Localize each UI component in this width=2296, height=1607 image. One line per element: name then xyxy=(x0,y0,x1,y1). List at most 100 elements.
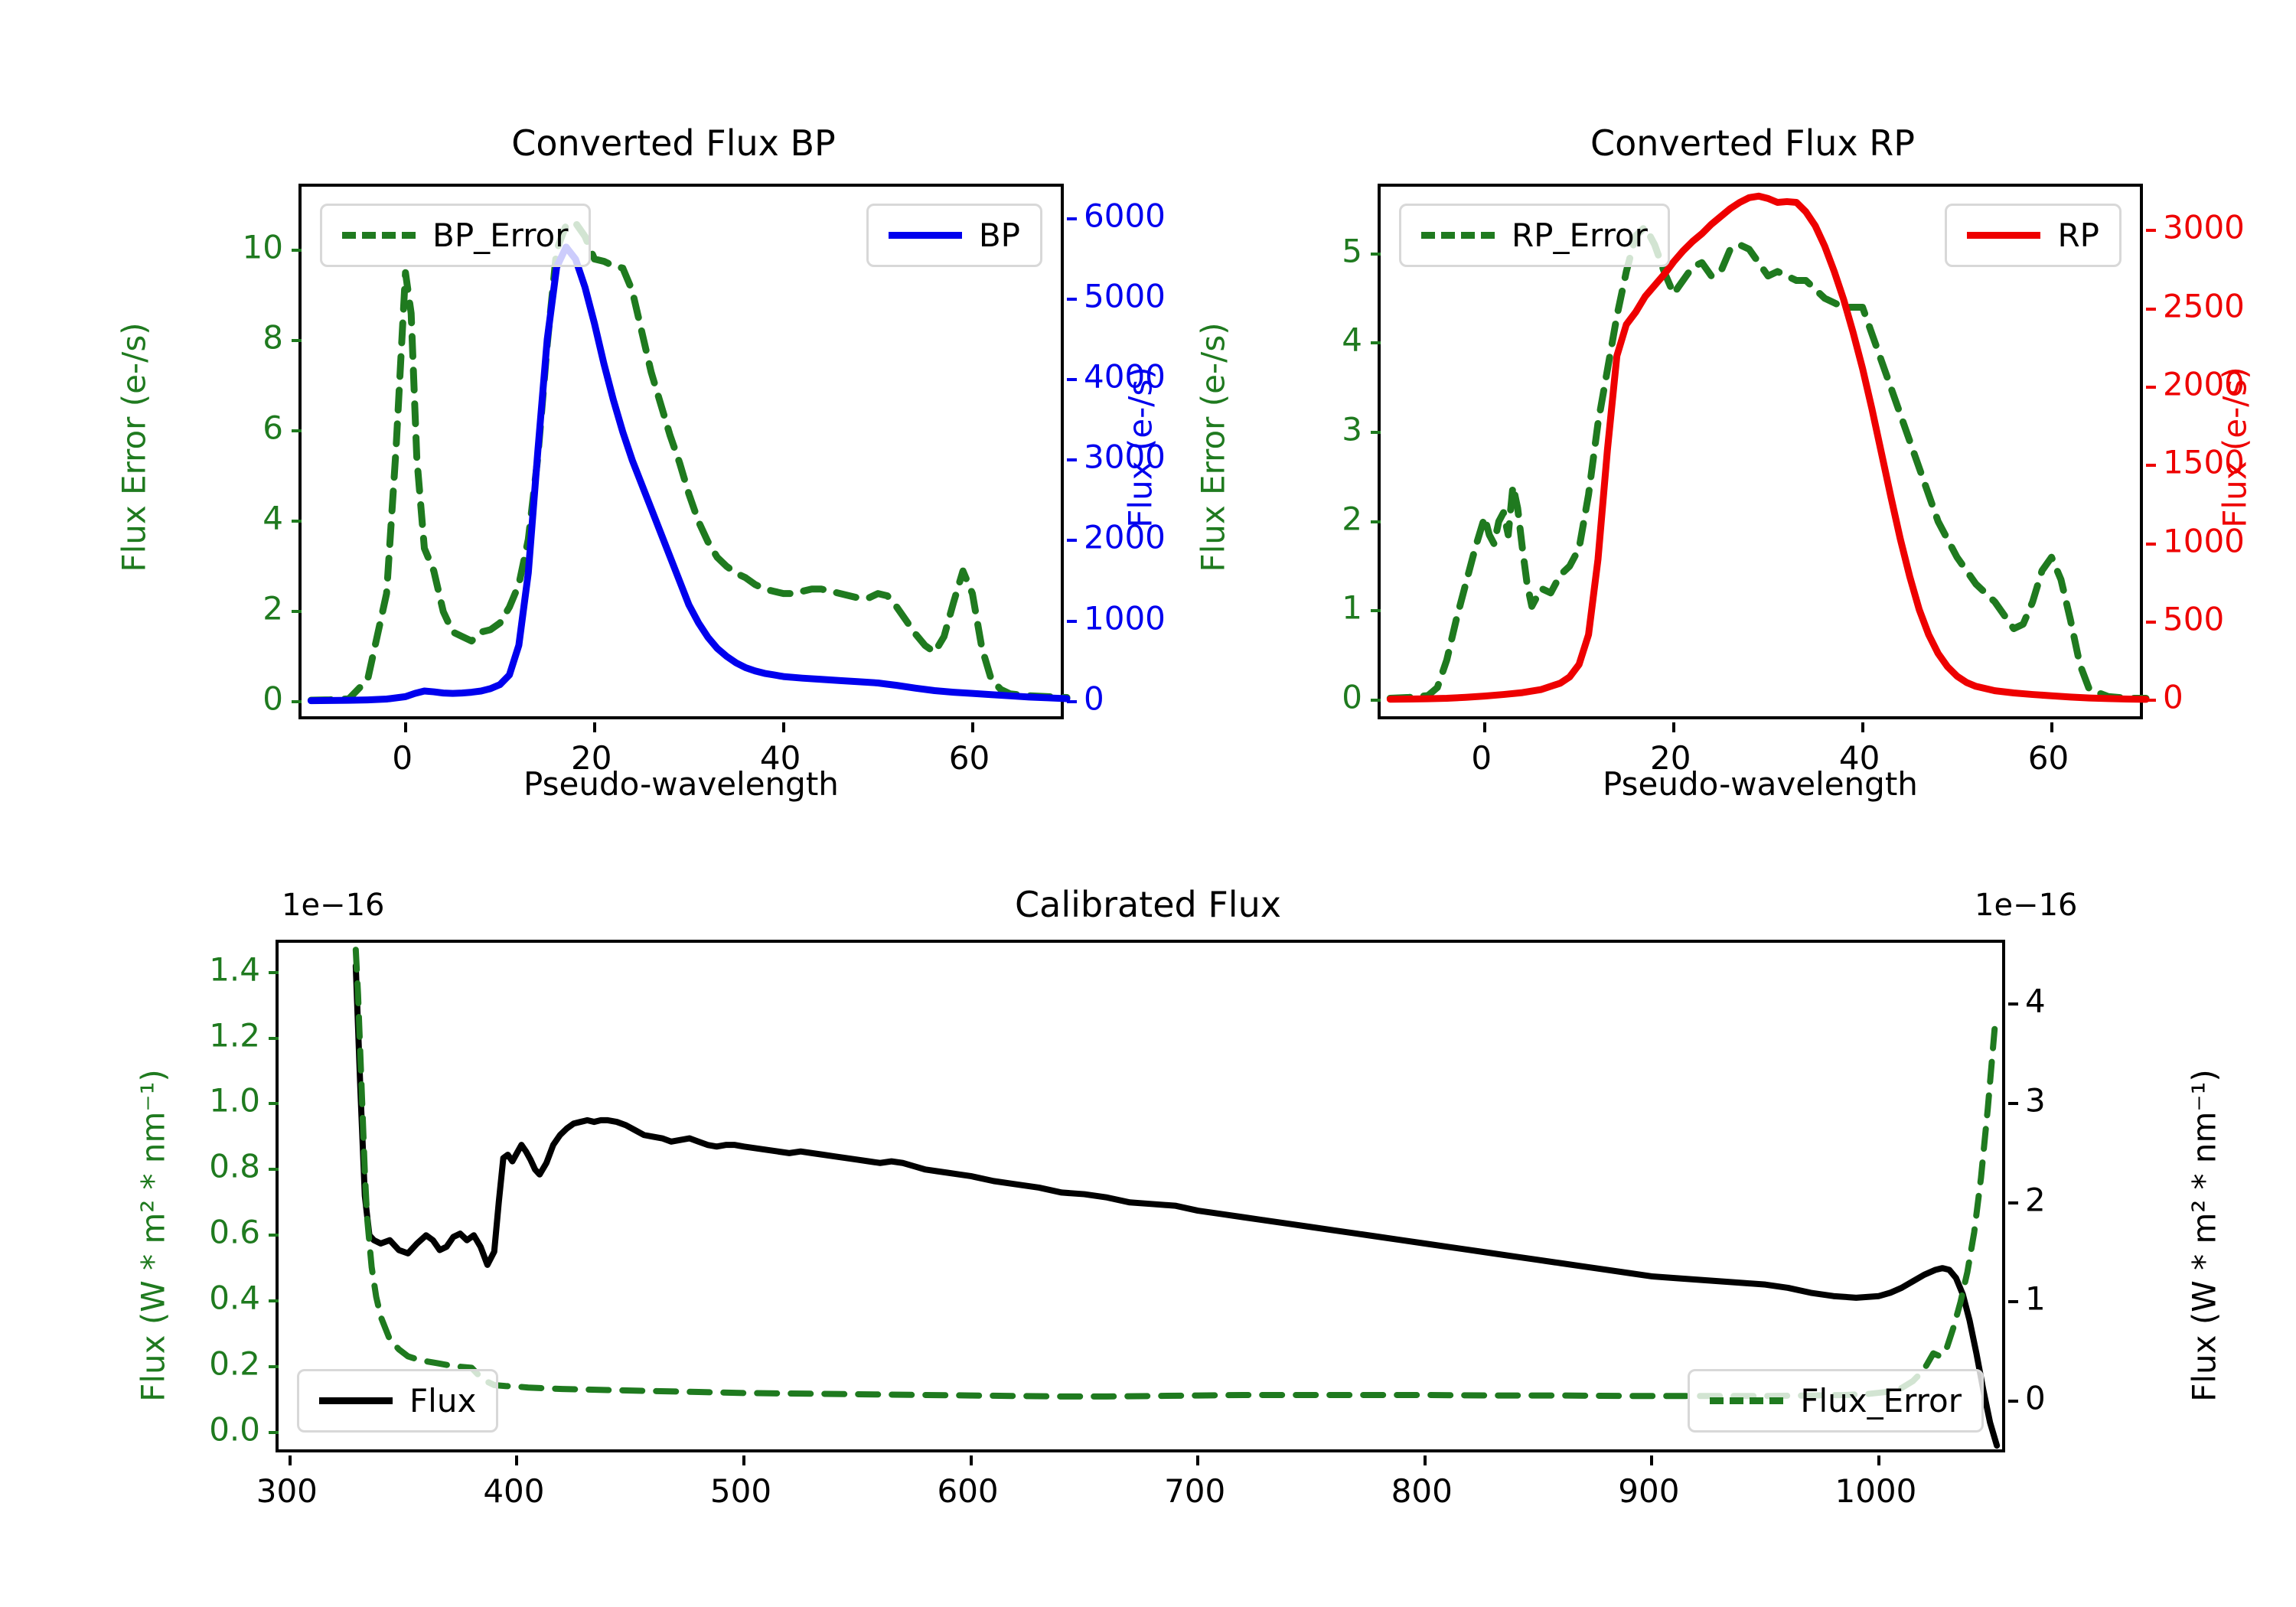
tick-label-y-left: 3 xyxy=(1342,410,1362,448)
tick-mark-y-left xyxy=(1371,609,1381,613)
tick-label-y-left: 0.8 xyxy=(209,1147,260,1185)
legend-rp-error[interactable]: RP_Error xyxy=(1399,204,1670,267)
tick-mark-y-right xyxy=(1067,699,1077,703)
tick-mark-x xyxy=(288,1455,292,1465)
legend-swatch-rp-error xyxy=(1421,232,1495,239)
tick-mark-y-left xyxy=(292,520,302,523)
tick-label-y-left: 4 xyxy=(1342,321,1362,359)
tick-mark-x xyxy=(403,722,407,732)
tick-label-y-left: 0.4 xyxy=(209,1279,260,1317)
tick-label-y-right: 3 xyxy=(2025,1081,2046,1120)
tick-label-y-right: 2500 xyxy=(2163,287,2245,325)
tick-mark-y-right xyxy=(1067,298,1077,302)
tick-mark-y-left xyxy=(269,1430,279,1434)
tick-label-y-left: 2 xyxy=(1342,500,1362,537)
curve-flux_error xyxy=(352,947,1998,1400)
legend-swatch-flux-error xyxy=(1710,1397,1784,1404)
tick-mark-x xyxy=(1482,722,1486,732)
tick-label-y-left: 6 xyxy=(263,409,283,447)
tick-label-y-right: 0 xyxy=(1084,680,1104,718)
panel-converted-flux-bp: Converted Flux BP Flux Error (e-/s) Flux… xyxy=(0,0,1166,811)
x-axis-label-bp: Pseudo-wavelength xyxy=(523,765,839,803)
legend-swatch-bp-error xyxy=(342,232,416,239)
tick-label-y-left: 1.0 xyxy=(209,1081,260,1120)
tick-label-y-right: 1500 xyxy=(2163,443,2245,481)
tick-mark-y-right xyxy=(2146,385,2156,389)
panel-title-bp: Converted Flux BP xyxy=(511,122,836,164)
tick-label-x: 0 xyxy=(1471,739,1492,777)
curve-rp_error xyxy=(1386,223,2150,702)
tick-label-y-right: 5000 xyxy=(1084,277,1166,315)
tick-mark-y-left xyxy=(269,1365,279,1369)
panel-title-calibrated: Calibrated Flux xyxy=(1015,884,1281,925)
tick-mark-y-right xyxy=(2146,464,2156,468)
tick-label-y-left: 1 xyxy=(1342,588,1362,627)
tick-mark-y-left xyxy=(1371,520,1381,523)
legend-flux-error[interactable]: Flux_Error xyxy=(1688,1369,1984,1433)
tick-mark-y-right xyxy=(2146,307,2156,311)
tick-label-y-right: 4000 xyxy=(1084,357,1166,396)
legend-flux[interactable]: Flux xyxy=(297,1369,499,1433)
tick-mark-x xyxy=(1650,1455,1654,1465)
tick-mark-x xyxy=(515,1455,519,1465)
tick-mark-y-right xyxy=(1067,217,1077,221)
tick-mark-x xyxy=(1423,1455,1427,1465)
tick-label-y-right: 1000 xyxy=(1084,599,1166,637)
tick-label-x: 800 xyxy=(1391,1472,1453,1510)
tick-label-x: 600 xyxy=(937,1472,999,1510)
legend-bp-error[interactable]: BP_Error xyxy=(320,204,591,267)
tick-mark-y-right xyxy=(2008,1399,2018,1403)
tick-label-x: 1000 xyxy=(1835,1472,1917,1510)
tick-mark-x xyxy=(742,1455,745,1465)
offset-exponent-right: 1e−16 xyxy=(1975,888,2078,923)
tick-mark-y-left xyxy=(292,248,302,252)
tick-mark-x xyxy=(1196,1455,1200,1465)
tick-mark-y-right xyxy=(1067,458,1077,462)
tick-label-y-left: 1.2 xyxy=(209,1016,260,1054)
plot-area-rp: RP_Error RP xyxy=(1371,184,2156,732)
tick-label-y-right: 500 xyxy=(2163,600,2225,638)
tick-mark-x xyxy=(1877,1455,1880,1465)
tick-label-y-left: 0 xyxy=(263,680,283,718)
legend-label-bp-error: BP_Error xyxy=(432,217,569,254)
tick-label-y-left: 0.6 xyxy=(209,1213,260,1251)
tick-label-y-right: 1000 xyxy=(2163,522,2245,560)
tick-label-y-left: 10 xyxy=(242,228,283,266)
legend-label-rp: RP xyxy=(2057,217,2099,254)
curve-flux xyxy=(352,963,2001,1449)
curves-rp xyxy=(1386,192,2150,703)
tick-label-y-left: 1.4 xyxy=(209,950,260,989)
tick-mark-x xyxy=(592,722,596,732)
legend-label-flux: Flux xyxy=(409,1382,477,1420)
tick-label-x: 900 xyxy=(1618,1472,1680,1510)
tick-label-y-right: 2000 xyxy=(1084,518,1166,556)
tick-label-y-left: 8 xyxy=(263,318,283,357)
tick-mark-y-left xyxy=(292,700,302,704)
tick-mark-x xyxy=(970,722,974,732)
tick-mark-y-right xyxy=(2146,699,2156,702)
tick-mark-y-right xyxy=(2008,1101,2018,1105)
tick-label-y-right: 3000 xyxy=(2163,208,2245,246)
tick-label-y-left: 4 xyxy=(263,499,283,537)
tick-label-x: 20 xyxy=(1649,739,1691,777)
legend-label-flux-error: Flux_Error xyxy=(1800,1382,1962,1420)
tick-mark-y-right xyxy=(1067,378,1077,382)
tick-label-x: 700 xyxy=(1164,1472,1226,1510)
tick-label-y-left: 0 xyxy=(1342,678,1362,716)
legend-rp[interactable]: RP xyxy=(1945,204,2122,267)
tick-mark-y-right xyxy=(2146,621,2156,624)
tick-label-x: 300 xyxy=(256,1472,318,1510)
tick-mark-x xyxy=(1861,722,1864,732)
tick-label-x: 500 xyxy=(709,1472,772,1510)
tick-mark-y-left xyxy=(269,1234,279,1237)
legend-swatch-flux xyxy=(319,1397,393,1404)
curve-bp xyxy=(307,243,1071,705)
tick-label-x: 400 xyxy=(483,1472,545,1510)
legend-swatch-bp xyxy=(888,232,962,239)
tick-label-y-left: 2 xyxy=(263,589,283,627)
legend-bp[interactable]: BP xyxy=(866,204,1042,267)
tick-label-y-right: 0 xyxy=(2163,678,2183,716)
curve-bp_error xyxy=(307,219,1071,704)
tick-mark-y-left xyxy=(269,1102,279,1106)
tick-mark-y-left xyxy=(292,338,302,342)
